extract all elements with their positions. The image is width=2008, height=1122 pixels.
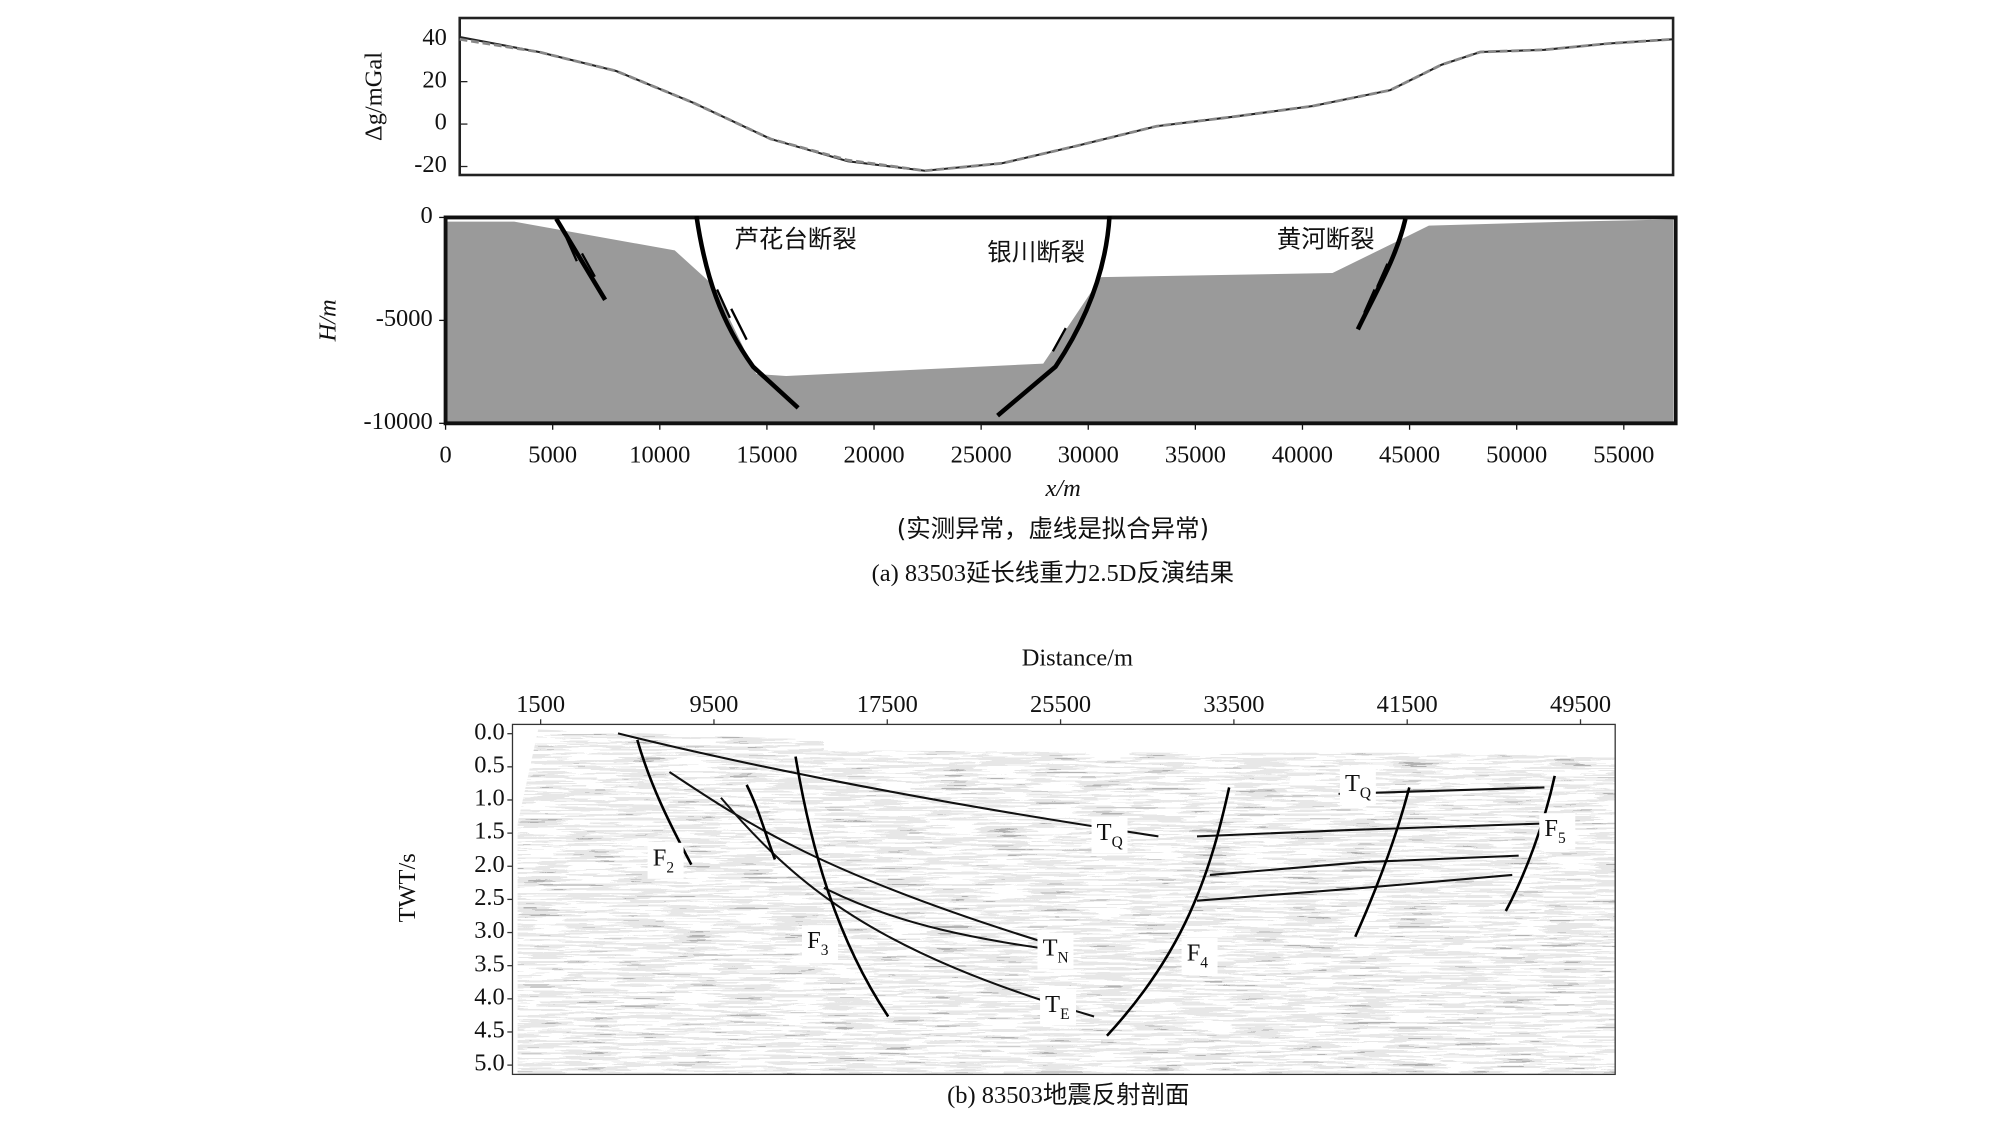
y-tick-label: 1.5 — [474, 818, 505, 845]
fault-arrow — [565, 237, 596, 278]
x-tick-label: 5000 — [528, 441, 577, 468]
label-box — [1339, 768, 1376, 805]
x-tick-label: 10000 — [629, 441, 690, 468]
gravity-body — [445, 219, 1674, 424]
y-axis-label: TWT/s — [394, 853, 421, 922]
panel-a: -20 0 20 40 Δg/mGal 0 5000 10000 15000 20000 25000… — [314, 16, 1678, 587]
y-tick-label: 3.0 — [474, 917, 505, 944]
x-tick-label: 25500 — [1030, 691, 1091, 718]
x-tick-label: 20000 — [843, 441, 904, 468]
label-box — [801, 925, 839, 962]
horizon-label: F2 — [653, 844, 674, 876]
x-tick-label: 9500 — [690, 691, 739, 718]
gravity-line — [459, 36, 1674, 172]
label-main: T — [1097, 818, 1112, 845]
y-tick-label: 0 — [420, 202, 432, 229]
seismic-faults — [636, 739, 1556, 1037]
label-main: T — [1045, 991, 1060, 1018]
x-axis-label: x/m — [1045, 475, 1081, 502]
fault-arrow — [1363, 263, 1389, 314]
x-tick-label: 49500 — [1550, 691, 1611, 718]
reflectors — [617, 732, 1545, 1018]
horizon-label: TQ — [1097, 818, 1123, 850]
label-box — [1037, 932, 1074, 969]
x-tick-label: 17500 — [857, 691, 918, 718]
x-axis-label: Distance/m — [1022, 645, 1133, 672]
horizon-label: TE — [1045, 991, 1069, 1023]
fault-name: 银川断裂 — [987, 237, 1085, 266]
label-sub: N — [1058, 949, 1069, 966]
x-tick-label: 30000 — [1058, 441, 1119, 468]
y-tick-label: 40 — [422, 24, 446, 51]
horizon-label: F5 — [1544, 815, 1566, 847]
x-tick-label: 35000 — [1165, 441, 1226, 468]
y-axis-label: Δg/mGal — [361, 52, 388, 141]
y-tick-label: 2.5 — [474, 884, 505, 911]
label-box — [647, 842, 684, 879]
fault-line — [694, 215, 800, 410]
label-main: F — [653, 844, 667, 871]
y-tick-label: 4.5 — [474, 1017, 505, 1044]
gravity-line — [459, 37, 1674, 173]
y-tick-label: 1.0 — [474, 785, 505, 812]
fault-name: 芦花台断裂 — [734, 225, 856, 254]
fault-line — [1355, 218, 1408, 331]
caption: (b) 83503地震反射剖面 — [947, 1081, 1189, 1109]
label-main: F — [1187, 939, 1201, 966]
x-tick-label: 50000 — [1486, 441, 1547, 468]
label-sub: 3 — [821, 941, 829, 958]
label-box — [1091, 817, 1128, 854]
note: (实测异常，虚线是拟合异常) — [897, 514, 1209, 543]
caption: (a) 83503延长线重力2.5D反演结果 — [872, 559, 1234, 587]
x-tick-label: 45000 — [1379, 441, 1440, 468]
horizon-label: F3 — [807, 926, 829, 958]
x-tick-label: 33500 — [1203, 691, 1264, 718]
fault-name: 黄河断裂 — [1277, 225, 1375, 254]
label-main: T — [1345, 769, 1360, 796]
x-tick-label: 15000 — [736, 441, 797, 468]
y-tick-label: 2.0 — [474, 851, 505, 878]
label-sub: 5 — [1558, 829, 1566, 846]
y-tick-label: 5.0 — [474, 1050, 505, 1077]
plot-frame — [458, 16, 1675, 177]
label-sub: 4 — [1200, 954, 1208, 971]
fault-line — [996, 216, 1112, 418]
fault-arrow — [716, 289, 748, 341]
y-tick-label: -20 — [414, 151, 447, 178]
y-tick-label: 4.0 — [474, 983, 505, 1010]
label-sub: Q — [1112, 833, 1123, 850]
y-tick-label: 0.5 — [474, 751, 505, 778]
y-tick-label: 0 — [435, 109, 447, 136]
x-tick-label: 0 — [439, 441, 451, 468]
x-tick-label: 55000 — [1593, 441, 1654, 468]
y-tick-label: 20 — [422, 66, 446, 93]
label-sub: 2 — [666, 859, 674, 876]
horizon-label: TN — [1043, 934, 1069, 966]
x-tick-label: 1500 — [516, 691, 565, 718]
x-tick-label: 41500 — [1377, 691, 1438, 718]
label-main: T — [1043, 934, 1058, 961]
x-tick-label: 25000 — [951, 441, 1012, 468]
label-main: F — [1544, 815, 1558, 842]
label-box — [1181, 938, 1218, 975]
x-tick-label: 40000 — [1272, 441, 1333, 468]
seismic-image — [512, 724, 1616, 1075]
horizon-label: F4 — [1187, 939, 1209, 971]
label-sub: E — [1060, 1006, 1069, 1023]
label-main: F — [807, 926, 821, 953]
y-tick-label: 3.5 — [474, 950, 505, 977]
y-axis-label: H/m — [314, 299, 341, 342]
y-tick-label: -5000 — [376, 305, 433, 332]
y-tick-label: -10000 — [363, 408, 432, 435]
label-box — [1539, 813, 1576, 850]
label-box — [1040, 989, 1077, 1026]
fault-line — [554, 217, 608, 301]
panel-b: 1500 9500 17500 25500 33500 41500 49500 0.0 0.5 1… — [394, 645, 1616, 1109]
horizon-label: TQ — [1345, 769, 1371, 801]
y-tick-label: 0.0 — [474, 718, 505, 745]
fault-arrow — [1051, 298, 1093, 352]
label-sub: Q — [1360, 784, 1371, 801]
